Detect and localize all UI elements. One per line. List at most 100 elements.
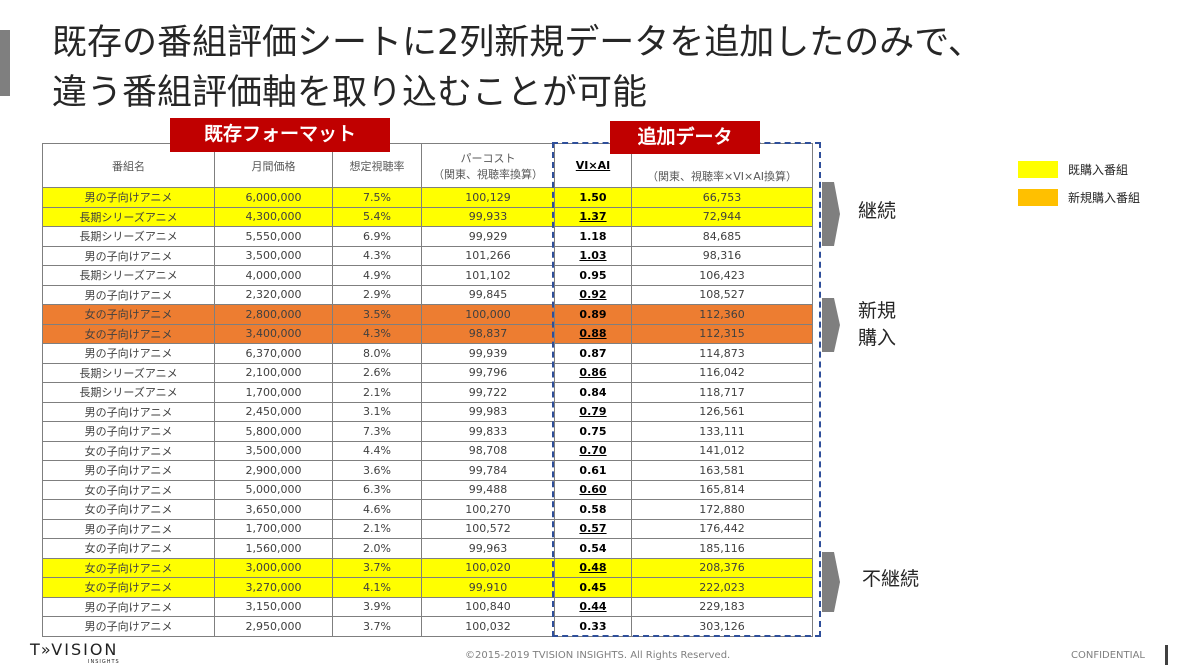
- cell: 3,400,000: [214, 323, 333, 344]
- callout-line: 新規: [858, 300, 897, 322]
- cell: 2.9%: [332, 284, 422, 305]
- header-text: 月間価格: [251, 159, 296, 173]
- cell: 男の子向けアニメ: [42, 245, 215, 266]
- callout: 継続: [858, 198, 896, 225]
- cell: 5,000,000: [214, 479, 333, 500]
- cell: 6.9%: [332, 226, 422, 247]
- cell: 0.70: [554, 440, 632, 461]
- cell: 172,880: [631, 499, 813, 520]
- cell: 男の子向けアニメ: [42, 518, 215, 539]
- cell: 女の子向けアニメ: [42, 538, 215, 559]
- cell: 長期シリーズアニメ: [42, 362, 215, 383]
- callout: 不継続: [862, 566, 919, 593]
- cell: 3,270,000: [214, 577, 333, 598]
- cell: 176,442: [631, 518, 813, 539]
- cell: 2.1%: [332, 382, 422, 403]
- table: 番組名 月間価格 想定視聴率 パーコスト （関東、視聴率換算） VI×AI （関東、視聴率×…: [42, 143, 813, 637]
- callout-line: 不継続: [862, 568, 920, 590]
- cell: 5,550,000: [214, 226, 333, 247]
- cell: 99,963: [421, 538, 555, 559]
- cell: 100,129: [421, 187, 555, 208]
- cell: 99,933: [421, 206, 555, 227]
- cell: 4.9%: [332, 265, 422, 286]
- cell: 1.03: [554, 245, 632, 266]
- title-line: 既存の番組評価シートに2列新規データを追加したのみで、: [52, 23, 983, 63]
- cell: 98,316: [631, 245, 813, 266]
- row: 男の子向けアニメ 2,900,000 3.6% 99,784 0.61 163,581: [42, 460, 813, 481]
- callout: 新規 購入: [858, 298, 896, 352]
- cell: 0.48: [554, 557, 632, 578]
- cell: 3.1%: [332, 401, 422, 422]
- cell: 0.57: [554, 518, 632, 539]
- cell: 98,837: [421, 323, 555, 344]
- cell: 2,950,000: [214, 616, 333, 637]
- cell: 100,000: [421, 304, 555, 325]
- cell: 3.7%: [332, 557, 422, 578]
- legend-label: 新規購入番組: [1068, 190, 1141, 205]
- cell: 185,116: [631, 538, 813, 559]
- cell: 0.54: [554, 538, 632, 559]
- cell: 4.4%: [332, 440, 422, 461]
- cell: 4,300,000: [214, 206, 333, 227]
- logo-sub: INSIGHTS: [88, 659, 120, 665]
- cell: 2.1%: [332, 518, 422, 539]
- cell: 99,833: [421, 421, 555, 442]
- badge: 既存フォーマット: [170, 118, 390, 152]
- title-line: 違う番組評価軸を取り込むことが可能: [52, 73, 648, 113]
- row: 女の子向けアニメ 3,270,000 4.1% 99,910 0.45 222,023: [42, 577, 813, 598]
- copyright: ©2015-2019 TVISION INSIGHTS. All Rights …: [465, 650, 731, 661]
- cell: 2,320,000: [214, 284, 333, 305]
- cell: 男の子向けアニメ: [42, 421, 215, 442]
- legend-swatch: [1018, 188, 1058, 206]
- row: 女の子向けアニメ 3,000,000 3.7% 100,020 0.48 208,376: [42, 557, 813, 578]
- cell: 女の子向けアニメ: [42, 557, 215, 578]
- cell: 2,450,000: [214, 401, 333, 422]
- cell: 1.37: [554, 206, 632, 227]
- cell: 長期シリーズアニメ: [42, 382, 215, 403]
- cell: 7.3%: [332, 421, 422, 442]
- row: 男の子向けアニメ 2,450,000 3.1% 99,983 0.79 126,561: [42, 401, 813, 422]
- cell: 3.7%: [332, 616, 422, 637]
- cell: 106,423: [631, 265, 813, 286]
- cell: 100,032: [421, 616, 555, 637]
- dashed-frame: [552, 142, 821, 637]
- cell: 2.6%: [332, 362, 422, 383]
- header-text: パーコスト: [460, 151, 516, 165]
- side-bar: [0, 30, 10, 96]
- arrow: [822, 182, 840, 246]
- arrows: [822, 182, 840, 612]
- legend-label: 既購入番組: [1068, 162, 1129, 177]
- cell: 99,910: [421, 577, 555, 598]
- cell: 99,796: [421, 362, 555, 383]
- cell: 8.0%: [332, 343, 422, 364]
- cell: 0.75: [554, 421, 632, 442]
- cell: 7.5%: [332, 187, 422, 208]
- cell: 99,929: [421, 226, 555, 247]
- legend-item: 新規購入番組: [1018, 183, 1140, 211]
- cell: 4.3%: [332, 245, 422, 266]
- cell: 男の子向けアニメ: [42, 343, 215, 364]
- cell: 4.1%: [332, 577, 422, 598]
- callout-line: 継続: [858, 200, 897, 222]
- cell: 3.5%: [332, 304, 422, 325]
- row: 長期シリーズアニメ 1,700,000 2.1% 99,722 0.84 118,717: [42, 382, 813, 403]
- cell: 101,102: [421, 265, 555, 286]
- cell: 5,800,000: [214, 421, 333, 442]
- header-text: （関東、視聴率×VI×AI換算）: [647, 170, 797, 183]
- cell: 女の子向けアニメ: [42, 323, 215, 344]
- cell: 男の子向けアニメ: [42, 460, 215, 481]
- header-text: VI×AI: [575, 159, 611, 172]
- cell: 長期シリーズアニメ: [42, 226, 215, 247]
- cell: 3.9%: [332, 596, 422, 617]
- row: 男の子向けアニメ 3,500,000 4.3% 101,266 1.03 98,316: [42, 245, 813, 266]
- cell: 男の子向けアニメ: [42, 284, 215, 305]
- cell: 6.3%: [332, 479, 422, 500]
- row: 男の子向けアニメ 6,370,000 8.0% 99,939 0.87 114,873: [42, 343, 813, 364]
- cell: 100,270: [421, 499, 555, 520]
- cell: 3.6%: [332, 460, 422, 481]
- cell: 0.44: [554, 596, 632, 617]
- cell: 6,000,000: [214, 187, 333, 208]
- cell: 0.95: [554, 265, 632, 286]
- header-text: 番組名: [112, 159, 145, 173]
- cell: 女の子向けアニメ: [42, 499, 215, 520]
